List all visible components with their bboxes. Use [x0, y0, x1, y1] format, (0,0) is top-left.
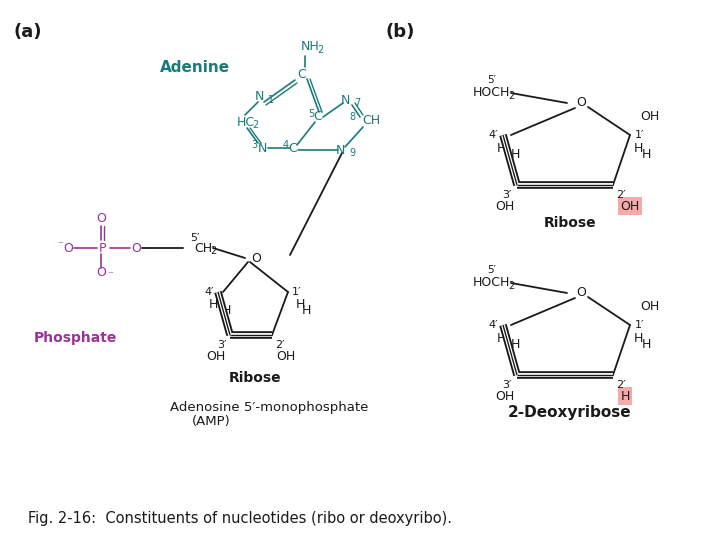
Text: H: H: [621, 390, 630, 403]
Text: H: H: [295, 298, 305, 310]
Text: 3′: 3′: [217, 340, 227, 350]
Text: 3: 3: [251, 140, 257, 150]
Text: 5′: 5′: [190, 233, 199, 243]
Text: 1′: 1′: [635, 130, 644, 140]
Text: C: C: [314, 111, 323, 124]
Text: 1: 1: [268, 95, 274, 105]
Text: Fig. 2-16:  Constituents of nucleotides (ribo or deoxyribo).: Fig. 2-16: Constituents of nucleotides (…: [28, 510, 452, 525]
Text: Ribose: Ribose: [229, 371, 282, 385]
Text: H: H: [301, 303, 311, 316]
Text: O: O: [576, 287, 586, 300]
Text: 4: 4: [283, 140, 289, 150]
Text: 4′: 4′: [488, 130, 498, 140]
Text: H: H: [634, 141, 643, 154]
Text: 2: 2: [508, 91, 514, 101]
Text: (b): (b): [385, 23, 415, 41]
Text: H: H: [510, 148, 520, 161]
Text: 2-Deoxyribose: 2-Deoxyribose: [508, 406, 632, 421]
Text: CH: CH: [362, 113, 380, 126]
Text: P: P: [99, 241, 107, 254]
Text: O: O: [63, 241, 73, 254]
Text: OH: OH: [640, 300, 660, 314]
Text: 4′: 4′: [204, 287, 214, 297]
Text: O: O: [96, 266, 106, 279]
Text: H: H: [634, 332, 643, 345]
FancyBboxPatch shape: [618, 387, 632, 405]
Text: O: O: [251, 252, 261, 265]
Text: (a): (a): [14, 23, 42, 41]
Text: OH: OH: [207, 350, 225, 363]
Text: H: H: [208, 298, 217, 310]
Text: Ribose: Ribose: [544, 216, 596, 230]
Text: 5: 5: [307, 109, 314, 119]
Text: N: N: [257, 141, 266, 154]
Text: OH: OH: [276, 350, 296, 363]
Text: ⁻: ⁻: [107, 270, 113, 280]
FancyBboxPatch shape: [618, 197, 642, 215]
Text: NH: NH: [301, 40, 320, 53]
Text: 2′: 2′: [275, 340, 284, 350]
Text: HOCH: HOCH: [473, 276, 510, 289]
Text: 7: 7: [354, 98, 360, 108]
Text: N: N: [341, 93, 350, 106]
Text: ⁻: ⁻: [57, 240, 63, 250]
Text: H: H: [642, 339, 651, 352]
Text: N: N: [254, 91, 264, 104]
Text: H: H: [221, 303, 230, 316]
Text: OH: OH: [621, 200, 639, 213]
Text: Adenosine 5′-monophosphate: Adenosine 5′-monophosphate: [170, 401, 369, 414]
Text: (AMP): (AMP): [192, 415, 230, 429]
Text: OH: OH: [495, 390, 515, 403]
Text: 2: 2: [317, 45, 323, 55]
Text: H: H: [642, 148, 651, 161]
Text: 9: 9: [349, 148, 355, 158]
Text: 5′: 5′: [487, 75, 496, 85]
Text: H: H: [510, 339, 520, 352]
Text: O: O: [131, 241, 141, 254]
Text: 2′: 2′: [616, 190, 626, 200]
Text: C: C: [297, 69, 307, 82]
Text: 5′: 5′: [487, 265, 496, 275]
Text: 2: 2: [210, 246, 216, 256]
Text: H: H: [496, 332, 505, 345]
Text: 3′: 3′: [503, 380, 512, 390]
Text: 4′: 4′: [488, 320, 498, 330]
Text: CH: CH: [194, 241, 212, 254]
Text: Adenine: Adenine: [160, 60, 230, 76]
Text: O: O: [576, 97, 586, 110]
Text: N: N: [336, 144, 345, 157]
Text: HOCH: HOCH: [473, 86, 510, 99]
Text: 8: 8: [350, 112, 356, 122]
Text: 1′: 1′: [635, 320, 644, 330]
Text: C: C: [289, 141, 297, 154]
Text: OH: OH: [495, 200, 515, 213]
Text: 2′: 2′: [616, 380, 626, 390]
Text: O: O: [96, 212, 106, 225]
Text: 1′: 1′: [292, 287, 302, 297]
Text: 2: 2: [508, 281, 514, 291]
Text: HC: HC: [237, 116, 255, 129]
Text: 2: 2: [252, 120, 258, 130]
Text: 3′: 3′: [503, 190, 512, 200]
Text: H: H: [496, 141, 505, 154]
Text: OH: OH: [640, 111, 660, 124]
Text: Phosphate: Phosphate: [33, 331, 117, 345]
